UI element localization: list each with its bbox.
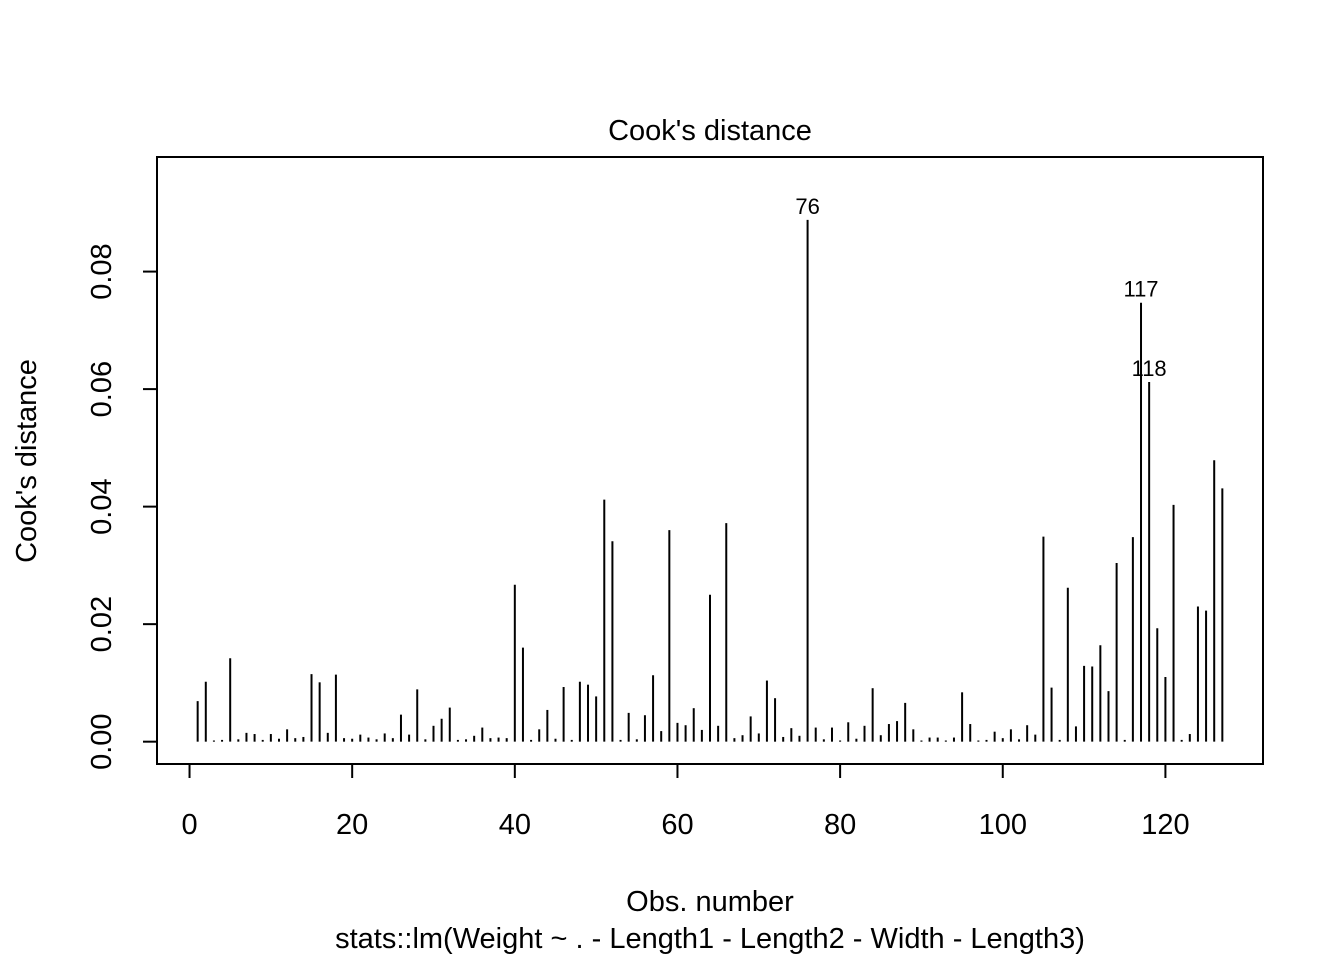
model-formula-subtitle: stats::lm(Weight ~ . - Length1 - Length2… [335, 923, 1085, 955]
x-tick-label-100: 100 [979, 809, 1027, 841]
x-axis: 0 20 40 60 80 100 120 [181, 763, 1190, 841]
x-tick-label-40: 40 [499, 809, 531, 841]
point-label-76: 76 [795, 194, 819, 219]
y-axis-label: Cook's distance [11, 359, 43, 563]
x-tick-label-80: 80 [824, 809, 856, 841]
y-axis: 0.00 0.02 0.04 0.06 0.08 [86, 243, 158, 770]
x-tick-label-120: 120 [1141, 809, 1189, 841]
y-tick-label-0: 0.00 [86, 713, 118, 769]
x-tick-label-20: 20 [336, 809, 368, 841]
y-tick-label-2: 0.04 [86, 478, 118, 534]
point-label-117: 117 [1123, 277, 1158, 302]
x-axis-label: Obs. number [626, 886, 794, 918]
y-tick-label-3: 0.06 [86, 361, 118, 417]
x-tick-label-0: 0 [181, 809, 197, 841]
y-tick-label-4: 0.08 [86, 243, 118, 299]
point-label-118: 118 [1132, 356, 1167, 381]
y-tick-label-1: 0.02 [86, 596, 118, 652]
chart-title: Cook's distance [608, 115, 812, 147]
bars-group [196, 219, 1224, 742]
point-labels-group: 76 117 118 [795, 194, 1166, 381]
x-tick-label-60: 60 [661, 809, 693, 841]
